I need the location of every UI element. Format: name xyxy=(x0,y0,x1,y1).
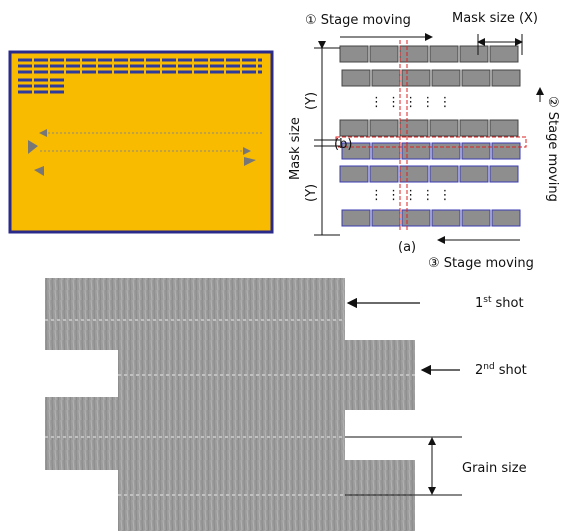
shot-word: shot xyxy=(496,296,524,311)
shot-suffix: nd xyxy=(483,362,494,372)
y-label: (Y) xyxy=(304,92,319,110)
shot-block xyxy=(340,46,368,62)
shot-block xyxy=(490,120,518,136)
shot-block xyxy=(492,210,520,226)
shot-block xyxy=(460,120,488,136)
shot-word: shot xyxy=(499,363,527,378)
shot-block xyxy=(460,166,488,182)
shot-block xyxy=(462,70,490,86)
figure: ⋮ ⋮ ⋮ ⋮ ⋮ ⋮ ⋮ ⋮ ⋮ ⋮ ① Stage moving Mask … xyxy=(0,0,568,531)
shot-block xyxy=(372,143,400,159)
shot-block xyxy=(490,166,518,182)
shot-number: 2 xyxy=(475,363,483,378)
shot-block xyxy=(432,143,460,159)
shot-block xyxy=(430,120,458,136)
shot-block xyxy=(370,166,398,182)
shot-block xyxy=(462,210,490,226)
shot-block xyxy=(342,70,370,86)
shot-block xyxy=(402,70,430,86)
shot-block xyxy=(402,143,430,159)
shot-block xyxy=(432,70,460,86)
shot-block xyxy=(340,166,368,182)
shot-block xyxy=(402,210,430,226)
shot-block xyxy=(400,120,428,136)
b-label: (b) xyxy=(334,137,352,152)
mask-y-label: Mask size xyxy=(288,117,303,180)
ellipsis: ⋮ ⋮ ⋮ ⋮ ⋮ xyxy=(370,188,452,203)
shot-block xyxy=(400,46,428,62)
shot-block xyxy=(400,166,428,182)
ellipsis: ⋮ ⋮ ⋮ ⋮ ⋮ xyxy=(370,95,452,110)
shot-number: 1 xyxy=(475,296,483,311)
shot-block xyxy=(430,166,458,182)
shot-block xyxy=(340,120,368,136)
shot-block xyxy=(372,210,400,226)
step1-label: ① Stage moving xyxy=(305,13,411,28)
a-label: (a) xyxy=(398,240,416,255)
y-label: (Y) xyxy=(304,184,319,202)
shot-block xyxy=(492,143,520,159)
mask-x-label: Mask size (X) xyxy=(452,11,538,26)
shot-block xyxy=(342,210,370,226)
substrate-panel xyxy=(10,52,272,232)
shot-block xyxy=(370,46,398,62)
grain-size-label: Grain size xyxy=(462,461,527,476)
shot-block xyxy=(430,46,458,62)
shot-block xyxy=(492,70,520,86)
shot-block xyxy=(462,143,490,159)
stage-diagram: ⋮ ⋮ ⋮ ⋮ ⋮ ⋮ ⋮ ⋮ ⋮ ⋮ ① Stage moving Mask … xyxy=(288,11,560,271)
shot-block xyxy=(370,120,398,136)
shot-block xyxy=(372,70,400,86)
shot-block xyxy=(490,46,518,62)
step2-label: ② Stage moving xyxy=(545,96,560,202)
shot-block xyxy=(460,46,488,62)
step3-label: ③ Stage moving xyxy=(428,256,534,271)
shot-block xyxy=(432,210,460,226)
shot-suffix: st xyxy=(483,295,492,305)
